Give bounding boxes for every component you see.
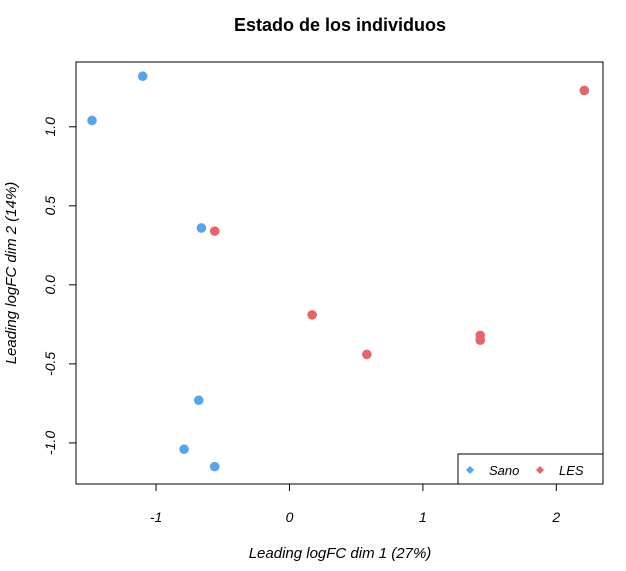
data-points xyxy=(87,71,590,472)
point-sano xyxy=(193,395,204,406)
point-les xyxy=(362,349,372,360)
point-sano xyxy=(87,115,97,126)
legend-marker-sano xyxy=(466,466,474,474)
legend-label-sano: Sano xyxy=(489,463,519,478)
y-axis: -1.0 -0.5 0.0 0.5 1.0 xyxy=(42,117,77,455)
x-axis: -1 0 1 2 xyxy=(150,483,560,525)
point-sano xyxy=(137,71,148,82)
y-tick-label: -1.0 xyxy=(42,431,58,455)
y-axis-label: Leading logFC dim 2 (14%) xyxy=(3,182,20,365)
legend-label-les: LES xyxy=(559,463,584,478)
point-sano xyxy=(179,444,189,455)
point-sano xyxy=(196,223,207,233)
point-les xyxy=(475,335,486,345)
point-sano xyxy=(209,461,220,472)
x-tick-label: -1 xyxy=(150,509,162,525)
y-tick-label: 0.0 xyxy=(42,275,58,295)
x-tick-label: 1 xyxy=(419,509,427,525)
y-tick-label: -0.5 xyxy=(42,352,58,376)
legend: Sano LES xyxy=(457,453,604,485)
x-tick-label: 2 xyxy=(551,509,560,525)
legend-box xyxy=(457,453,604,485)
point-les xyxy=(579,85,590,96)
x-tick-label: 0 xyxy=(286,509,294,525)
x-axis-label: Leading logFC dim 1 (27%) xyxy=(249,545,432,562)
plot-area xyxy=(75,61,604,485)
legend-marker-les xyxy=(536,466,544,474)
point-les xyxy=(307,310,317,320)
chart-title: Estado de los individuos xyxy=(234,15,446,35)
y-tick-label: 0.5 xyxy=(42,196,58,216)
point-les xyxy=(209,226,220,236)
y-tick-label: 1.0 xyxy=(42,117,58,137)
